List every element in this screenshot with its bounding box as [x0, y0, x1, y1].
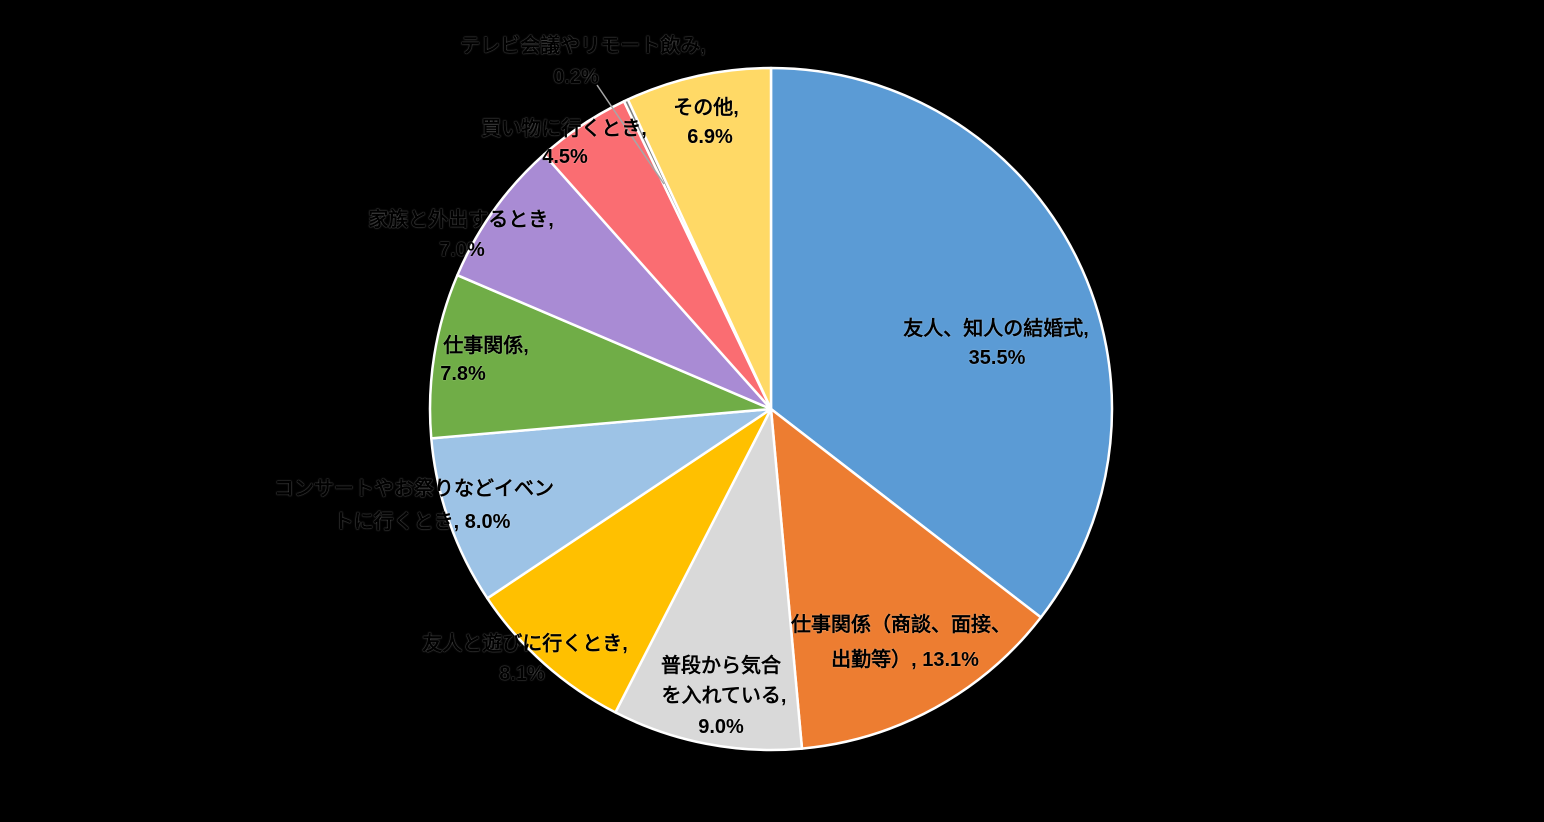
slice-everyday-spirit — [614, 407, 804, 752]
slice-family-outing — [456, 153, 773, 411]
slice-play-friends — [486, 407, 773, 714]
slice-other — [626, 66, 773, 411]
leader-line-tv-remote — [596, 84, 665, 185]
slice-concert-events — [430, 407, 773, 600]
slice-wedding — [769, 66, 1114, 619]
slice-work-formal — [769, 407, 1043, 750]
pie-slices — [428, 66, 1114, 752]
slice-work — [428, 273, 773, 440]
